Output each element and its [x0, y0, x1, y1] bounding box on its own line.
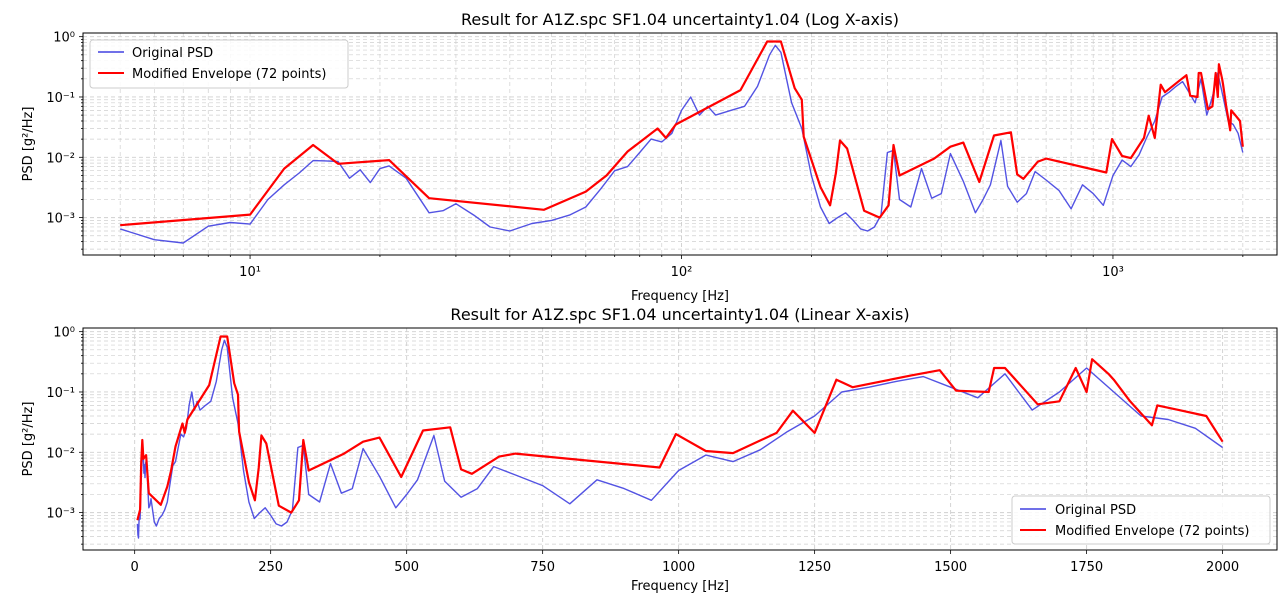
x-ticks: 0 250 500 750 1000 1250 1500 1750 2000 — [131, 550, 1239, 575]
y-tick-label: 10⁻¹ — [46, 91, 75, 106]
x-tick-label: 500 — [394, 560, 419, 575]
legend-label-original: Original PSD — [1055, 503, 1136, 518]
axes-frame — [82, 327, 1278, 551]
plot-area — [136, 335, 1224, 539]
x-axis-label: Frequency [Hz] — [631, 579, 729, 594]
x-tick-label: 10² — [671, 265, 693, 280]
x-tick-label: 1250 — [798, 560, 831, 575]
x-tick-label: 250 — [258, 560, 283, 575]
y-tick-label: 10⁰ — [53, 326, 75, 341]
legend: Original PSD Modified Envelope (72 point… — [1011, 495, 1271, 545]
x-tick-label: 1500 — [934, 560, 967, 575]
y-tick-label: 10⁻³ — [46, 212, 75, 227]
legend-box — [89, 39, 349, 89]
y-tick-label: 10⁻³ — [46, 507, 75, 522]
x-ticks: 10¹ 10² 10³ — [119, 255, 1244, 280]
legend: Original PSD Modified Envelope (72 point… — [89, 39, 349, 89]
y-tick-label: 10⁰ — [53, 31, 75, 46]
axes-frame — [82, 32, 1278, 256]
series-line-modified-envelope — [136, 335, 1224, 521]
x-tick-label: 750 — [530, 560, 555, 575]
x-tick-label: 1000 — [662, 560, 695, 575]
y-tick-label: 10⁻² — [46, 151, 75, 166]
legend-label-envelope: Modified Envelope (72 points) — [1055, 524, 1249, 539]
x-axis-label: Frequency [Hz] — [631, 289, 729, 304]
legend-box — [1011, 495, 1271, 545]
series-line-original-psd — [119, 44, 1244, 244]
y-axis-label: PSD [g²/Hz] — [21, 402, 36, 477]
x-tick-label: 10³ — [1102, 265, 1124, 280]
legend-label-original: Original PSD — [132, 46, 213, 61]
plot-area — [119, 40, 1244, 244]
chart-title: Result for A1Z.spc SF1.04 uncertainty1.0… — [461, 10, 899, 29]
chart-log-x: Result for A1Z.spc SF1.04 uncertainty1.0… — [21, 10, 1278, 304]
y-ticks: 10⁻³ 10⁻² 10⁻¹ 10⁰ — [46, 326, 83, 545]
y-ticks: 10⁻³ 10⁻² 10⁻¹ 10⁰ — [46, 31, 83, 250]
y-tick-label: 10⁻² — [46, 446, 75, 461]
legend-label-envelope: Modified Envelope (72 points) — [132, 67, 326, 82]
series-line-modified-envelope — [120, 40, 1244, 227]
x-tick-label: 1750 — [1070, 560, 1103, 575]
x-tick-label: 0 — [131, 560, 139, 575]
y-tick-label: 10⁻¹ — [46, 386, 75, 401]
y-axis-label: PSD [g²/Hz] — [21, 107, 36, 182]
chart-linear-x: Result for A1Z.spc SF1.04 uncertainty1.0… — [21, 305, 1278, 594]
x-tick-label: 2000 — [1206, 560, 1239, 575]
chart-title: Result for A1Z.spc SF1.04 uncertainty1.0… — [450, 305, 909, 324]
x-tick-label: 10¹ — [239, 265, 261, 280]
